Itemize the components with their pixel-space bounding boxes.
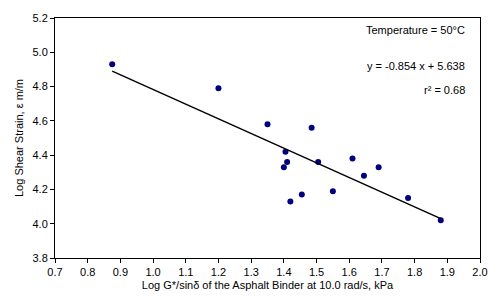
svg-text:r² = 0.68: r² = 0.68 [424,84,465,96]
svg-text:1.1: 1.1 [178,266,193,278]
svg-text:5.2: 5.2 [33,12,48,24]
svg-text:1.6: 1.6 [342,266,357,278]
svg-text:0.8: 0.8 [80,266,95,278]
svg-text:0.9: 0.9 [113,266,128,278]
svg-text:4.6: 4.6 [33,115,48,127]
svg-text:4.8: 4.8 [33,80,48,92]
svg-text:1.3: 1.3 [244,266,259,278]
svg-text:1.8: 1.8 [407,266,422,278]
svg-text:1.7: 1.7 [374,266,389,278]
svg-text:y = -0.854 x + 5.638: y = -0.854 x + 5.638 [367,60,465,72]
svg-text:2.0: 2.0 [472,266,487,278]
svg-text:5.0: 5.0 [33,46,48,58]
svg-text:1.4: 1.4 [276,266,291,278]
svg-text:4.0: 4.0 [33,218,48,230]
svg-text:1.9: 1.9 [440,266,455,278]
svg-text:1.5: 1.5 [309,266,324,278]
svg-text:Temperature = 50°C: Temperature = 50°C [366,24,465,36]
svg-text:Log G*/sinδ of the Asphalt Bin: Log G*/sinδ of the Asphalt Binder at 10.… [142,279,394,291]
svg-text:3.8: 3.8 [33,252,48,264]
svg-text:4.2: 4.2 [33,183,48,195]
svg-text:4.4: 4.4 [33,149,48,161]
svg-text:0.7: 0.7 [47,266,62,278]
svg-text:1.2: 1.2 [211,266,226,278]
svg-text:1.0: 1.0 [145,266,160,278]
svg-text:Log Shear Strain, ε m/m: Log Shear Strain, ε m/m [13,79,25,197]
